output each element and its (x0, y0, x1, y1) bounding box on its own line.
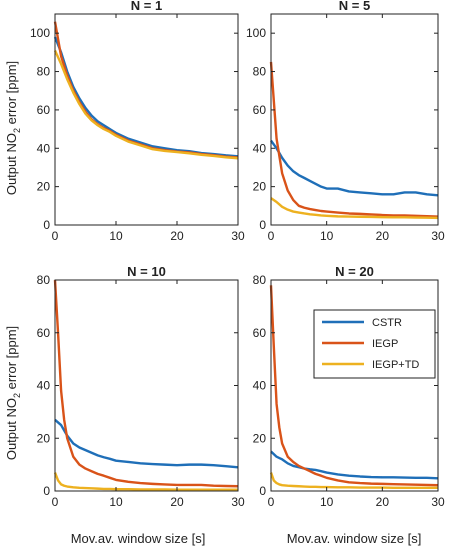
y-tick-label: 0 (259, 484, 266, 498)
y-tick-label: 20 (253, 431, 267, 445)
y-tick-label: 40 (253, 379, 267, 393)
y-tick-label: 60 (253, 103, 267, 117)
y-tick-label: 100 (30, 26, 50, 40)
x-tick-label: 0 (52, 229, 59, 243)
x-tick-label: 0 (52, 495, 59, 509)
series-line-iegp-td (270, 197, 439, 220)
y-axis-label-top: Output NO2 error [ppm] (4, 61, 22, 195)
series-line-cstr (53, 36, 239, 158)
x-tick-label: 30 (431, 229, 445, 243)
y-tick-label: 0 (259, 218, 266, 232)
y-tick-label: 20 (253, 180, 267, 194)
series-line-iegp (53, 279, 239, 488)
y-tick-label: 0 (43, 218, 50, 232)
x-tick-label: 10 (109, 495, 123, 509)
y-tick-label: 80 (253, 65, 267, 79)
panel-n1: N = 1 0 10 20 30 0 20 40 60 80 100 (30, 0, 245, 243)
axes-frame (270, 13, 439, 226)
x-tick-label: 10 (109, 229, 123, 243)
x-tick-label: 0 (268, 229, 275, 243)
x-tick-label: 10 (320, 495, 334, 509)
panel-title: N = 10 (127, 264, 166, 279)
panel-title: N = 5 (339, 0, 370, 13)
panel-n10: N = 10 0 10 20 30 0 20 40 60 80 (37, 264, 245, 509)
x-tick-label: 0 (268, 495, 275, 509)
legend: CSTR IEGP IEGP+TD (313, 309, 436, 379)
series-line-iegp-td (269, 472, 438, 490)
legend-entry-cstr: CSTR (372, 317, 402, 329)
legend-entry-iegp-td: IEGP+TD (372, 359, 419, 371)
x-tick-label: 20 (170, 495, 184, 509)
x-tick-label: 20 (376, 495, 390, 509)
axes-frame (54, 13, 239, 226)
y-tick-label: 60 (37, 326, 51, 340)
y-tick-label: 100 (246, 26, 266, 40)
y-tick-label: 0 (43, 484, 50, 498)
series-line-cstr (270, 450, 439, 480)
y-tick-label: 40 (37, 141, 51, 155)
x-tick-label: 20 (376, 229, 390, 243)
series-line-cstr (54, 418, 239, 469)
x-tick-label: 30 (231, 495, 245, 509)
y-tick-label: 20 (37, 431, 51, 445)
x-tick-label: 10 (320, 229, 334, 243)
x-tick-label: 30 (431, 495, 445, 509)
y-tick-label: 80 (37, 65, 51, 79)
y-tick-label: 60 (37, 103, 51, 117)
x-axis-label-right: Mov.av. window size [s] (287, 531, 422, 546)
series-line-iegp (269, 61, 439, 218)
x-axis-label-left: Mov.av. window size [s] (71, 531, 206, 546)
y-axis-label-bottom: Output NO2 error [ppm] (4, 326, 22, 460)
series-line-iegp-td (53, 49, 239, 160)
panel-title: N = 20 (335, 264, 374, 279)
y-tick-label: 60 (253, 326, 267, 340)
y-tick-label: 80 (253, 273, 267, 287)
series-line-cstr (270, 139, 439, 197)
y-tick-label: 20 (37, 180, 51, 194)
legend-entry-iegp: IEGP (372, 338, 398, 350)
panel-n20: N = 20 0 10 20 30 0 20 40 60 80 (253, 264, 445, 509)
x-tick-label: 30 (231, 229, 245, 243)
panel-n5: N = 5 0 10 20 30 0 20 40 60 80 100 (246, 0, 445, 243)
series-line-iegp (269, 285, 439, 487)
panel-title: N = 1 (131, 0, 162, 13)
series-line-iegp (53, 21, 239, 159)
axes-frame (54, 279, 239, 492)
series-line-iegp-td (53, 472, 238, 491)
y-tick-label: 80 (37, 273, 51, 287)
y-tick-label: 40 (253, 141, 267, 155)
x-tick-label: 20 (170, 229, 184, 243)
y-tick-label: 40 (37, 379, 51, 393)
